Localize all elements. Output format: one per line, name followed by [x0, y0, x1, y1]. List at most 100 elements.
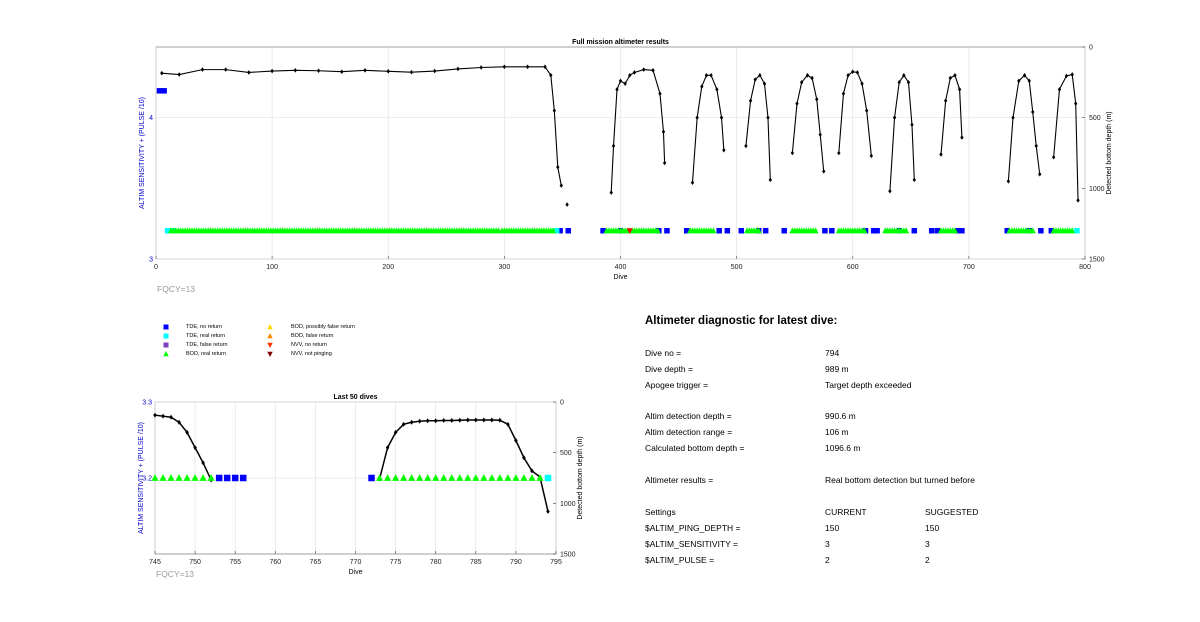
- legend-label: BOD, possibly false return: [291, 323, 355, 330]
- last50-bod-real-return-marker: [207, 474, 215, 481]
- main-depth-point: [815, 96, 819, 102]
- main-depth-point: [948, 75, 952, 81]
- last50-bod-real-return-marker: [175, 474, 183, 481]
- main-depth-point: [790, 150, 795, 156]
- main-depth-point: [869, 153, 874, 159]
- legend-marker-tde-real-return: [163, 333, 169, 339]
- main-depth-point: [549, 72, 553, 78]
- main-tde-no-return-marker: [934, 227, 941, 234]
- last50-x-tick-label: 785: [470, 559, 482, 566]
- main-depth-point: [1027, 78, 1031, 84]
- main-x-tick-label: 200: [382, 264, 394, 271]
- last50-tde-no-return-marker: [231, 474, 239, 482]
- main-depth-point: [1011, 115, 1015, 120]
- main-y-right-tick-label: 500: [1089, 115, 1101, 122]
- main-depth-point: [753, 77, 757, 82]
- last50-bod-real-return-marker: [480, 474, 488, 481]
- last50-bod-real-return-marker: [504, 474, 512, 481]
- main-depth-point: [715, 87, 719, 92]
- main-depth-point: [479, 65, 483, 70]
- last50-y-right-tick-label: 0: [560, 400, 564, 407]
- last50-y-right-tick-label: 1000: [560, 501, 576, 508]
- legend-label: NVV, no return: [291, 341, 327, 348]
- main-y-right-tick-label: 1000: [1089, 186, 1105, 193]
- main-x-tick-label: 700: [963, 264, 975, 271]
- main-tde-real-return-marker: [1074, 227, 1080, 234]
- last50-depth-point: [546, 508, 550, 514]
- last50-depth-point: [514, 438, 518, 443]
- last50-depth-point: [522, 455, 526, 461]
- main-bod-real-return-marker: [903, 227, 910, 234]
- main-depth-point: [860, 81, 864, 87]
- main-depth-point: [960, 135, 964, 140]
- main-depth-point: [611, 143, 616, 149]
- main-depth-point: [748, 98, 753, 104]
- last50-depth-point: [482, 417, 486, 423]
- main-depth-point: [1057, 87, 1062, 92]
- main-depth-point: [662, 160, 667, 166]
- last50-depth-point: [433, 418, 438, 424]
- last50-depth-point: [401, 421, 406, 427]
- main-bod-real-return-marker: [812, 227, 819, 234]
- last50-x-tick-label: 750: [189, 559, 201, 566]
- legend-marker-bod-real-return: [163, 351, 169, 357]
- main-depth-line: [161, 66, 562, 186]
- main-depth-point: [160, 70, 164, 76]
- main-depth-point: [892, 115, 897, 120]
- last50-depth-point: [169, 414, 173, 420]
- main-depth-point: [1031, 109, 1035, 115]
- last50-x-tick-label: 775: [390, 559, 402, 566]
- main-depth-point: [1034, 143, 1038, 149]
- main-depth-point: [340, 69, 344, 75]
- main-depth-point: [837, 150, 841, 156]
- last50-bod-real-return-marker: [400, 474, 408, 481]
- main-x-tick-label: 400: [615, 264, 627, 271]
- legend-marker-nvv-not-pinging: [267, 351, 273, 357]
- main-depth-point: [200, 67, 205, 72]
- main-tde-no-return-marker: [664, 227, 670, 234]
- last50-depth-point: [474, 417, 478, 423]
- last50-depth-point: [425, 418, 430, 424]
- last50-x-tick-label: 780: [430, 559, 442, 566]
- main-depth-line: [791, 74, 825, 172]
- main-depth-point: [906, 80, 911, 85]
- main-depth-point: [651, 68, 655, 73]
- main-tde-no-return-marker: [911, 227, 918, 234]
- last50-y-right-axis-label: Detected bottom depth (m): [577, 436, 584, 519]
- main-depth-point: [247, 70, 251, 75]
- last50-tde-no-return-marker: [215, 474, 223, 482]
- main-depth-point: [865, 108, 869, 113]
- main-depth-point: [502, 64, 507, 70]
- legend-marker-bod-possibly-false-return: [267, 324, 273, 330]
- main-bod-real-return-marker: [1069, 227, 1076, 234]
- main-depth-point: [799, 80, 804, 85]
- main-depth-point: [552, 108, 556, 113]
- main-depth-point: [642, 67, 646, 72]
- main-depth-point: [1074, 101, 1078, 106]
- main-depth-point: [768, 177, 772, 183]
- main-y-left-tick-label: 4: [149, 115, 153, 122]
- last50-x-tick-label: 760: [269, 559, 281, 566]
- last50-tde-no-return-marker: [368, 474, 375, 482]
- main-tde-no-return-marker: [1004, 227, 1010, 234]
- main-depth-point: [855, 70, 860, 75]
- main-depth-point: [661, 129, 666, 135]
- main-depth-line: [610, 69, 666, 193]
- main-x-tick-label: 100: [266, 264, 278, 271]
- last50-bod-real-return-marker: [448, 474, 456, 481]
- last50-bod-real-return-marker: [512, 474, 520, 481]
- main-tde-no-return-marker: [1048, 227, 1055, 234]
- last50-depth-point: [161, 413, 165, 419]
- main-tde-no-return-marker: [565, 227, 571, 234]
- main-depth-point: [841, 91, 846, 96]
- main-bod-real-return-marker: [1029, 227, 1036, 234]
- last50-bod-real-return-marker: [528, 474, 536, 481]
- main-tde-no-return-marker: [874, 227, 880, 234]
- main-x-tick-label: 600: [847, 264, 859, 271]
- last50-depth-point: [177, 419, 181, 425]
- legend-marker-tde-no-return: [163, 324, 169, 330]
- last50-y-left-axis-label: ALTIM SENSITIVITY + (PULSE /10): [138, 422, 145, 534]
- main-depth-point: [762, 81, 767, 87]
- last50-y-left-tick-label: 3.2: [142, 476, 152, 483]
- last50-depth-point: [393, 429, 398, 435]
